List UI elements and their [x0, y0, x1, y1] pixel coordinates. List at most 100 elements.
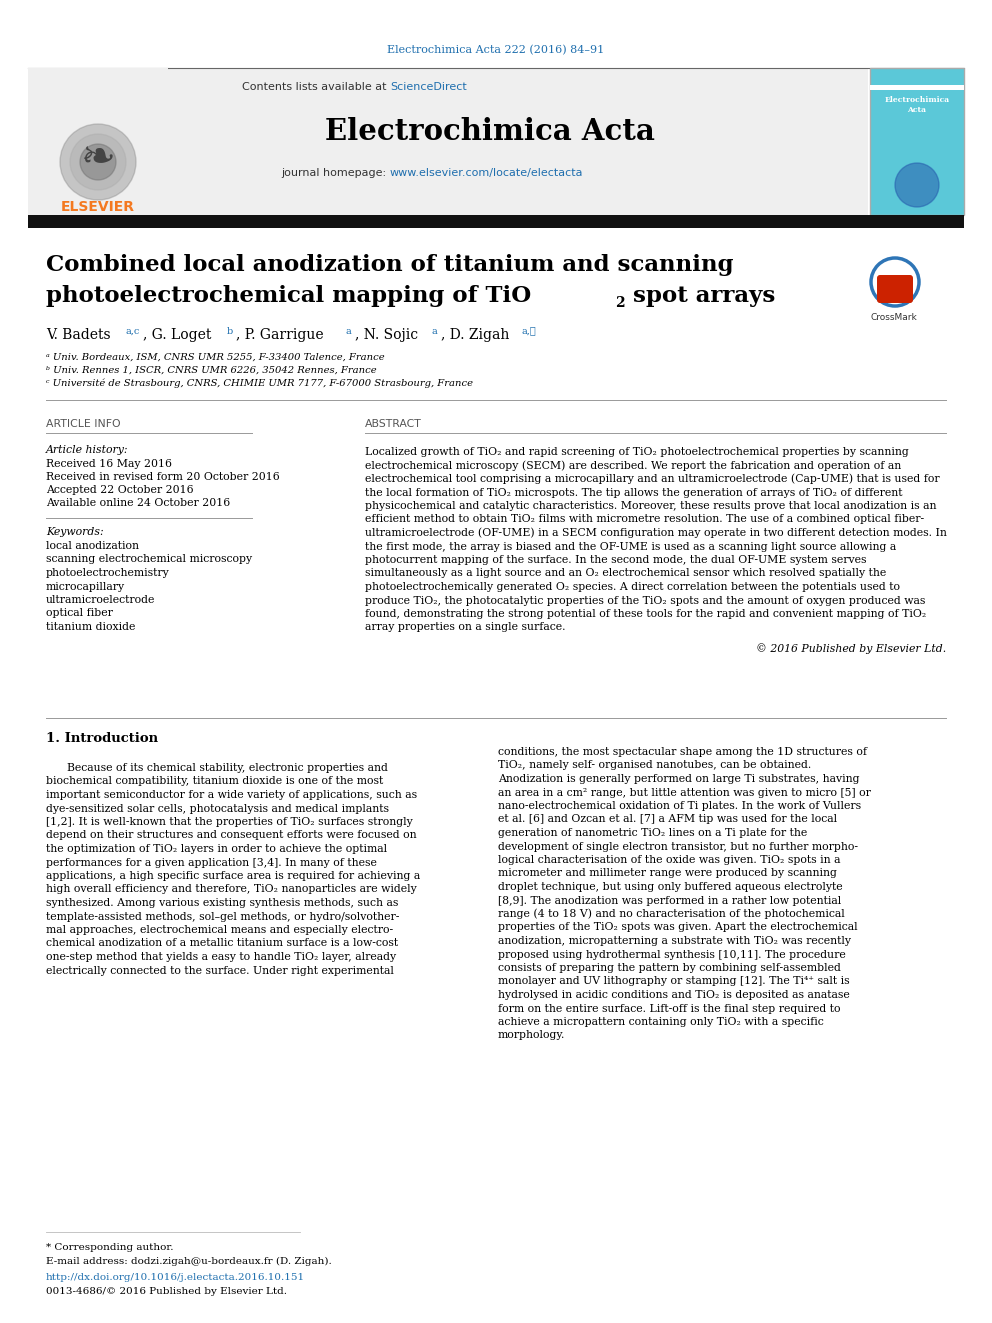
Text: 2: 2 [615, 296, 625, 310]
Text: ScienceDirect: ScienceDirect [390, 82, 467, 93]
Text: depend on their structures and consequent efforts were focused on: depend on their structures and consequen… [46, 831, 417, 840]
Text: electrochemical microscopy (SECM) are described. We report the fabrication and o: electrochemical microscopy (SECM) are de… [365, 460, 902, 471]
Bar [28, 67, 168, 216]
Text: monolayer and UV lithography or stamping [12]. The Ti⁴⁺ salt is: monolayer and UV lithography or stamping… [498, 976, 849, 987]
Text: microcapillary: microcapillary [46, 582, 125, 591]
Text: optical fiber: optical fiber [46, 609, 113, 618]
Text: generation of nanometric TiO₂ lines on a Ti plate for the: generation of nanometric TiO₂ lines on a… [498, 828, 807, 837]
Text: efficient method to obtain TiO₂ films with micrometre resolution. The use of a c: efficient method to obtain TiO₂ films wi… [365, 515, 925, 524]
Text: morphology.: morphology. [498, 1031, 565, 1040]
Text: the optimization of TiO₂ layers in order to achieve the optimal: the optimization of TiO₂ layers in order… [46, 844, 387, 855]
Text: nano-electrochemical oxidation of Ti plates. In the work of Vullers: nano-electrochemical oxidation of Ti pla… [498, 800, 861, 811]
FancyBboxPatch shape [877, 275, 913, 303]
Text: ᶜ Université de Strasbourg, CNRS, CHIMIE UMR 7177, F-67000 Strasbourg, France: ᶜ Université de Strasbourg, CNRS, CHIMIE… [46, 378, 473, 388]
Text: Keywords:: Keywords: [46, 527, 103, 537]
Text: ❧: ❧ [80, 138, 115, 179]
Text: titanium dioxide: titanium dioxide [46, 622, 135, 632]
Text: 0013-4686/© 2016 Published by Elsevier Ltd.: 0013-4686/© 2016 Published by Elsevier L… [46, 1286, 287, 1295]
Text: ELSEVIER: ELSEVIER [61, 200, 135, 214]
Text: proposed using hydrothermal synthesis [10,11]. The procedure: proposed using hydrothermal synthesis [1… [498, 950, 846, 959]
Bar [870, 85, 964, 90]
Text: et al. [6] and Ozcan et al. [7] a AFM tip was used for the local: et al. [6] and Ozcan et al. [7] a AFM ti… [498, 815, 837, 824]
Text: the local formation of TiO₂ microspots. The tip allows the generation of arrays : the local formation of TiO₂ microspots. … [365, 487, 903, 497]
Text: ᵇ Univ. Rennes 1, ISCR, CNRS UMR 6226, 35042 Rennes, France: ᵇ Univ. Rennes 1, ISCR, CNRS UMR 6226, 3… [46, 365, 377, 374]
Text: Electrochimica
Acta: Electrochimica Acta [885, 97, 949, 114]
Text: ultramicroelectrode: ultramicroelectrode [46, 595, 156, 605]
Text: chemical anodization of a metallic titanium surface is a low-cost: chemical anodization of a metallic titan… [46, 938, 398, 949]
Text: electrically connected to the surface. Under right experimental: electrically connected to the surface. U… [46, 966, 394, 975]
Text: E-mail address: dodzi.zigah@u-bordeaux.fr (D. Zigah).: E-mail address: dodzi.zigah@u-bordeaux.f… [46, 1257, 331, 1266]
Text: b: b [227, 327, 233, 336]
Text: micrometer and millimeter range were produced by scanning: micrometer and millimeter range were pro… [498, 868, 837, 878]
Circle shape [70, 134, 126, 191]
Text: , D. Zigah: , D. Zigah [441, 328, 509, 343]
Text: range (4 to 18 V) and no characterisation of the photochemical: range (4 to 18 V) and no characterisatio… [498, 909, 845, 919]
Text: anodization, micropatterning a substrate with TiO₂ was recently: anodization, micropatterning a substrate… [498, 935, 851, 946]
Text: scanning electrochemical microscopy: scanning electrochemical microscopy [46, 554, 252, 565]
Text: Because of its chemical stability, electronic properties and: Because of its chemical stability, elect… [46, 763, 388, 773]
Bar [28, 216, 964, 228]
Circle shape [60, 124, 136, 200]
Text: CrossMark: CrossMark [871, 314, 918, 323]
Text: photoelectrochemical mapping of TiO: photoelectrochemical mapping of TiO [46, 284, 532, 307]
Text: synthesized. Among various existing synthesis methods, such as: synthesized. Among various existing synt… [46, 898, 399, 908]
Text: photoelectrochemically generated O₂ species. A direct correlation between the po: photoelectrochemically generated O₂ spec… [365, 582, 900, 591]
Text: conditions, the most spectacular shape among the 1D structures of: conditions, the most spectacular shape a… [498, 747, 867, 757]
Text: journal homepage:: journal homepage: [282, 168, 390, 179]
Text: Received in revised form 20 October 2016: Received in revised form 20 October 2016 [46, 472, 280, 482]
Text: electrochemical tool comprising a microcapillary and an ultramicroelectrode (Cap: electrochemical tool comprising a microc… [365, 474, 939, 484]
Text: Localized growth of TiO₂ and rapid screening of TiO₂ photoelectrochemical proper: Localized growth of TiO₂ and rapid scree… [365, 447, 909, 456]
Circle shape [895, 163, 939, 206]
Text: array properties on a single surface.: array properties on a single surface. [365, 623, 565, 632]
Text: ᵃ Univ. Bordeaux, ISM, CNRS UMR 5255, F-33400 Talence, France: ᵃ Univ. Bordeaux, ISM, CNRS UMR 5255, F-… [46, 352, 385, 361]
Text: development of single electron transistor, but no further morpho-: development of single electron transisto… [498, 841, 858, 852]
Text: a,⋆: a,⋆ [522, 327, 537, 336]
Text: a: a [346, 327, 352, 336]
Text: simultaneously as a light source and an O₂ electrochemical sensor which resolved: simultaneously as a light source and an … [365, 569, 886, 578]
Text: Received 16 May 2016: Received 16 May 2016 [46, 459, 172, 468]
Text: Article history:: Article history: [46, 445, 129, 455]
Text: hydrolysed in acidic conditions and TiO₂ is deposited as anatase: hydrolysed in acidic conditions and TiO₂… [498, 990, 850, 1000]
Text: , P. Garrigue: , P. Garrigue [236, 328, 323, 343]
Text: template-assisted methods, sol–gel methods, or hydro/solvother-: template-assisted methods, sol–gel metho… [46, 912, 400, 922]
Text: photocurrent mapping of the surface. In the second mode, the dual OF-UME system : photocurrent mapping of the surface. In … [365, 556, 866, 565]
Text: V. Badets: V. Badets [46, 328, 111, 343]
Text: http://dx.doi.org/10.1016/j.electacta.2016.10.151: http://dx.doi.org/10.1016/j.electacta.20… [46, 1274, 306, 1282]
Text: droplet technique, but using only buffered aqueous electrolyte: droplet technique, but using only buffer… [498, 882, 842, 892]
Text: consists of preparing the pattern by combining self-assembled: consists of preparing the pattern by com… [498, 963, 841, 972]
Text: local anodization: local anodization [46, 541, 139, 550]
Text: [8,9]. The anodization was performed in a rather low potential: [8,9]. The anodization was performed in … [498, 896, 841, 905]
Text: Electrochimica Acta: Electrochimica Acta [325, 118, 655, 147]
Bar [870, 67, 964, 216]
Text: Accepted 22 October 2016: Accepted 22 October 2016 [46, 486, 193, 495]
Text: biochemical compatibility, titanium dioxide is one of the most: biochemical compatibility, titanium diox… [46, 777, 383, 786]
Text: physicochemical and catalytic characteristics. Moreover, these results prove tha: physicochemical and catalytic characteri… [365, 501, 936, 511]
Text: , N. Sojic: , N. Sojic [355, 328, 418, 343]
Circle shape [80, 144, 116, 180]
Text: performances for a given application [3,4]. In many of these: performances for a given application [3,… [46, 857, 377, 868]
Text: Contents lists available at: Contents lists available at [242, 82, 390, 93]
Text: applications, a high specific surface area is required for achieving a: applications, a high specific surface ar… [46, 871, 421, 881]
Text: dye-sensitized solar cells, photocatalysis and medical implants: dye-sensitized solar cells, photocatalys… [46, 803, 389, 814]
Text: high overall efficiency and therefore, TiO₂ nanoparticles are widely: high overall efficiency and therefore, T… [46, 885, 417, 894]
Text: Anodization is generally performed on large Ti substrates, having: Anodization is generally performed on la… [498, 774, 859, 785]
Bar [28, 67, 868, 216]
Text: a,c: a,c [125, 327, 139, 336]
Text: properties of the TiO₂ spots was given. Apart the electrochemical: properties of the TiO₂ spots was given. … [498, 922, 858, 933]
Text: ABSTRACT: ABSTRACT [365, 419, 422, 429]
Text: form on the entire surface. Lift-off is the final step required to: form on the entire surface. Lift-off is … [498, 1004, 840, 1013]
Text: the first mode, the array is biased and the OF-UME is used as a scanning light s: the first mode, the array is biased and … [365, 541, 896, 552]
Text: an area in a cm² range, but little attention was given to micro [5] or: an area in a cm² range, but little atten… [498, 787, 871, 798]
Text: ultramicroelectrode (OF-UME) in a SECM configuration may operate in two differen: ultramicroelectrode (OF-UME) in a SECM c… [365, 528, 947, 538]
Text: 1. Introduction: 1. Introduction [46, 732, 158, 745]
Text: TiO₂, namely self- organised nanotubes, can be obtained.: TiO₂, namely self- organised nanotubes, … [498, 761, 811, 770]
Text: mal approaches, electrochemical means and especially electro-: mal approaches, electrochemical means an… [46, 925, 393, 935]
Text: ARTICLE INFO: ARTICLE INFO [46, 419, 121, 429]
Text: © 2016 Published by Elsevier Ltd.: © 2016 Published by Elsevier Ltd. [756, 643, 946, 655]
Text: [1,2]. It is well-known that the properties of TiO₂ surfaces strongly: [1,2]. It is well-known that the propert… [46, 818, 413, 827]
Text: logical characterisation of the oxide was given. TiO₂ spots in a: logical characterisation of the oxide wa… [498, 855, 840, 865]
Text: * Corresponding author.: * Corresponding author. [46, 1244, 174, 1253]
Text: important semiconductor for a wide variety of applications, such as: important semiconductor for a wide varie… [46, 790, 417, 800]
Text: achieve a micropattern containing only TiO₂ with a specific: achieve a micropattern containing only T… [498, 1017, 823, 1027]
Text: , G. Loget: , G. Loget [143, 328, 211, 343]
